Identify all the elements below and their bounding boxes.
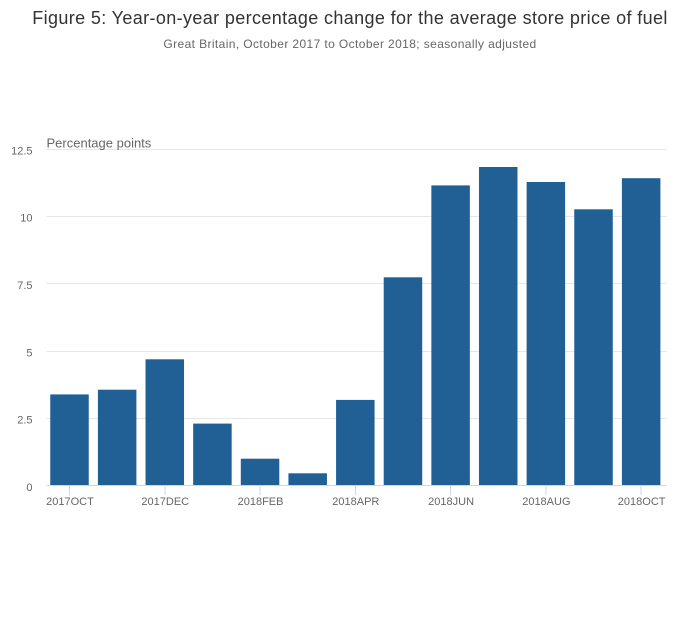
svg-text:2018FEB: 2018FEB xyxy=(238,496,284,508)
svg-text:2017OCT: 2017OCT xyxy=(46,496,94,508)
svg-text:2017DEC: 2017DEC xyxy=(141,496,189,508)
svg-text:2018OCT: 2018OCT xyxy=(618,496,666,508)
svg-text:10: 10 xyxy=(20,213,32,225)
svg-text:12.5: 12.5 xyxy=(11,145,32,157)
svg-text:2018APR: 2018APR xyxy=(332,496,379,508)
svg-text:2018AUG: 2018AUG xyxy=(522,496,570,508)
svg-text:5: 5 xyxy=(26,347,32,359)
svg-text:2018JUN: 2018JUN xyxy=(428,496,474,508)
svg-text:0: 0 xyxy=(26,482,32,494)
svg-text:2.5: 2.5 xyxy=(17,415,32,427)
svg-text:Percentage points: Percentage points xyxy=(47,135,152,150)
svg-text:7.5: 7.5 xyxy=(17,280,32,292)
